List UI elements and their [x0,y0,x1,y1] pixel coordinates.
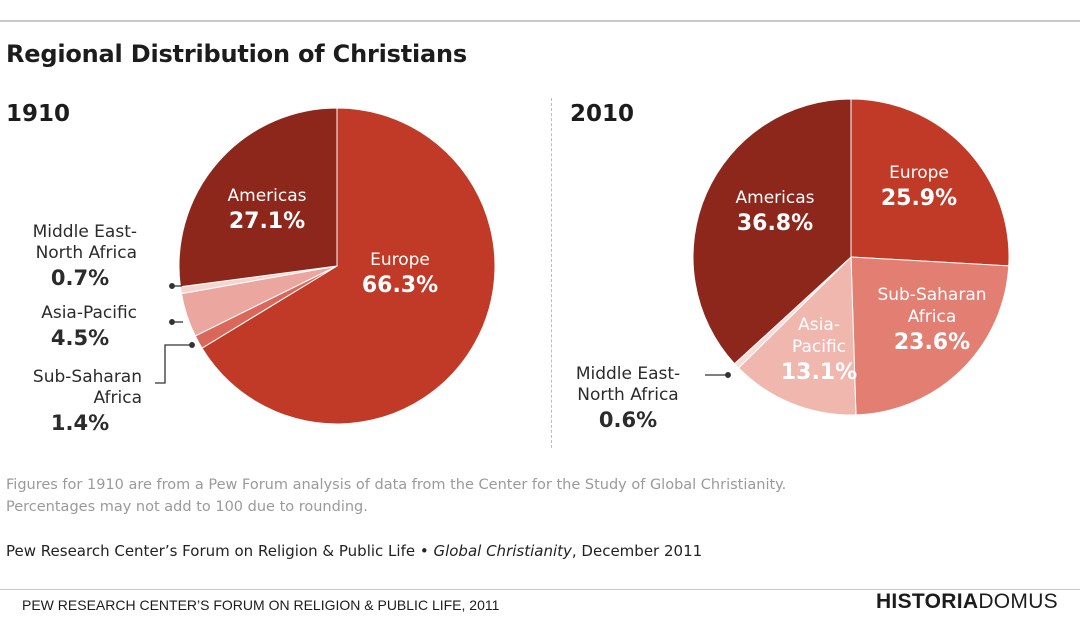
pie-slice-2010-asia-pacific [737,255,857,416]
top-rule [0,20,1080,22]
pie-slice-2010-europe [850,98,1010,267]
label-1910-americas: Americas 27.1% [227,186,307,234]
leader-lines-2010 [705,372,731,378]
footer-credit: PEW RESEARCH CENTER’S FORUM ON RELIGION … [22,597,500,613]
leader-dot-ssa-1910 [189,342,195,348]
label-2010-asia: Asia- Pacific 13.1% [780,315,858,385]
source-line: Pew Research Center’s Forum on Religion … [6,542,703,560]
label-1910-mena: Middle East- North Africa 0.7% [32,222,137,290]
label-2010-mena: Middle East- North Africa 0.6% [575,364,681,432]
chart-title: Regional Distribution of Christians [6,40,467,68]
year-2010-label: 2010 [570,101,635,127]
label-1910-europe: Europe 66.3% [361,250,439,298]
pie-slice-1910-europe [201,107,496,425]
leader-lines-1910 [155,283,195,384]
leader-dot-mena-2010 [725,372,731,378]
pie-slice-2010-americas [692,98,852,365]
pie-1910 [178,107,496,425]
leader-line-ssa-1910 [155,344,192,384]
historiadomus-logo: HISTORIADOMUS [875,590,1058,613]
label-1910-ssa: Sub-Saharan Africa 1.4% [32,367,142,435]
pie-slice-2010-sub-saharan-africa [850,256,1010,416]
pie-slice-1910-americas [178,107,338,288]
label-2010-europe: Europe 25.9% [880,163,958,211]
year-1910-label: 1910 [6,101,71,127]
bottom-rule [0,589,1080,590]
leader-dot-mena-1910 [169,283,175,289]
label-2010-americas: Americas 36.8% [735,188,815,236]
label-1910-asia: Asia-Pacific 4.5% [41,303,137,350]
chart-note: Figures for 1910 are from a Pew Forum an… [6,477,787,515]
source-report-title: Global Christianity [433,542,572,560]
label-2010-ssa: Sub-Saharan Africa 23.6% [877,285,987,355]
leader-dot-asia-1910 [169,319,175,325]
pie-2010 [692,98,1010,416]
column-divider [551,98,552,448]
